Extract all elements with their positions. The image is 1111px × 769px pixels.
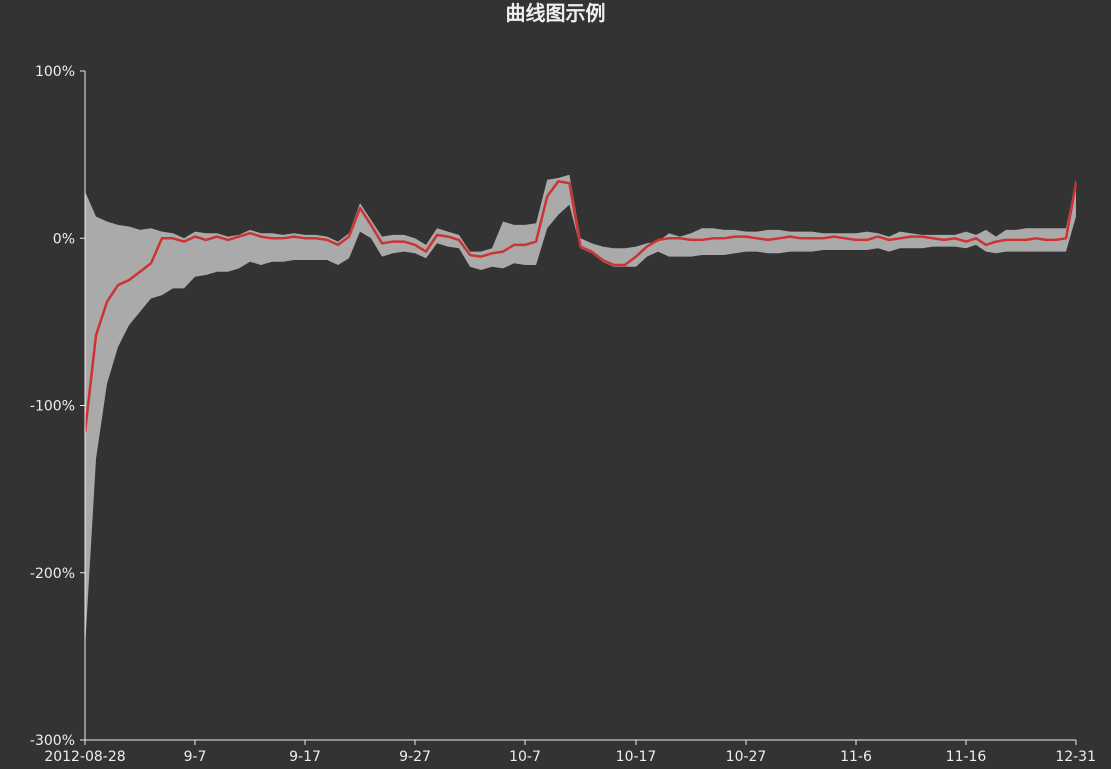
x-tick-label: 12-31 bbox=[1055, 749, 1096, 765]
x-tick-label: 11-16 bbox=[946, 749, 987, 765]
series-line bbox=[83, 180, 1078, 433]
chart-title: 曲线图示例 bbox=[505, 1, 606, 25]
x-tick-label: 10-7 bbox=[509, 749, 541, 765]
line-layer bbox=[83, 180, 1078, 433]
x-tick-label: 10-27 bbox=[726, 749, 767, 765]
x-tick-label: 9-27 bbox=[399, 749, 431, 765]
y-tick-label: -100% bbox=[30, 399, 75, 415]
y-tick-label: 100% bbox=[35, 64, 75, 80]
x-tick-label: 2012-08-28 bbox=[44, 749, 125, 765]
x-tick-label: 9-7 bbox=[184, 749, 207, 765]
y-tick-label: -300% bbox=[30, 733, 75, 749]
y-tick-label: -200% bbox=[30, 566, 75, 582]
x-tick-label: 11-6 bbox=[840, 749, 872, 765]
x-tick-label: 9-17 bbox=[289, 749, 321, 765]
x-tick-label: 10-17 bbox=[616, 749, 657, 765]
axis-layer: 100% 0% -100% -200% -300%2012-08-28 9-7 9-17 9-… bbox=[30, 64, 1096, 765]
y-tick-label: 0% bbox=[53, 231, 75, 247]
